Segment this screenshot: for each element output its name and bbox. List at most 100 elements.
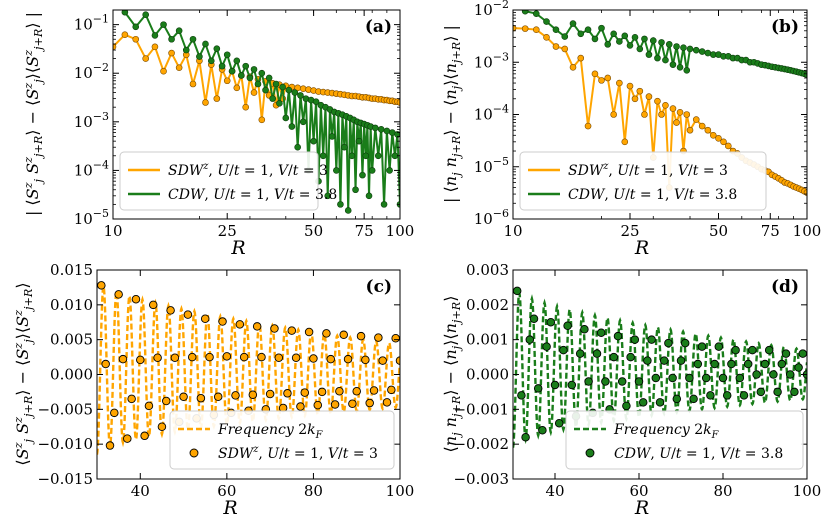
- y-axis-label: | ⟨Szj Szj+R⟩ − ⟨Szj⟩⟨Szj+R⟩ |: [22, 12, 45, 216]
- data-point: [313, 400, 323, 410]
- data-point: [213, 392, 223, 402]
- panel-d: −0.003 −0.002 −0.001 0.000 0.001 0.002 0.003 40…: [441, 261, 821, 519]
- data-point: [577, 54, 585, 62]
- y-tick-label: −0.002: [453, 435, 509, 453]
- data-point: [151, 32, 159, 39]
- data-point: [374, 152, 382, 160]
- data-point: [659, 356, 669, 365]
- data-point: [683, 67, 691, 74]
- x-tick-label: 100: [793, 222, 822, 240]
- data-point: [361, 355, 370, 365]
- data-point: [538, 425, 547, 435]
- data-point: [348, 399, 357, 409]
- data-point: [272, 80, 280, 88]
- data-point: [127, 394, 136, 404]
- data-point: [714, 342, 724, 351]
- y-tick-label: 10−1: [74, 13, 109, 34]
- x-tick-label: 25: [620, 222, 639, 240]
- data-point: [569, 64, 577, 71]
- x-tick-label: 50: [709, 222, 728, 240]
- data-point: [554, 419, 564, 428]
- data-point: [189, 35, 197, 43]
- data-point: [616, 38, 623, 45]
- data-point: [626, 42, 634, 49]
- data-point: [391, 334, 400, 343]
- data-point: [533, 384, 543, 393]
- data-point: [189, 80, 197, 88]
- data-point: [680, 44, 687, 51]
- data-point: [166, 306, 175, 315]
- data-point: [601, 377, 610, 386]
- data-point: [348, 152, 356, 160]
- data-point: [223, 51, 231, 59]
- data-point: [698, 48, 706, 55]
- data-point: [680, 338, 690, 348]
- panel-label: (b): [771, 17, 799, 37]
- plot-area-d: [513, 286, 807, 448]
- y-tick-label: 0.000: [50, 366, 93, 384]
- data-point: [312, 98, 320, 105]
- data-point: [175, 64, 183, 71]
- data-point: [136, 355, 145, 365]
- y-tick-label: 0.001: [466, 331, 509, 349]
- data-point: [672, 394, 682, 404]
- data-point: [160, 21, 167, 28]
- data-point: [704, 126, 712, 134]
- series-a-1: [121, 10, 400, 214]
- data-point: [182, 46, 190, 54]
- data-point: [715, 135, 722, 142]
- data-point: [132, 23, 140, 31]
- data-point: [250, 66, 258, 73]
- legend-entry: CDW, U/t = 1, V/t = 3.8: [614, 446, 783, 462]
- x-tick-label: 10: [103, 222, 122, 240]
- data-point: [752, 370, 761, 379]
- data-point: [222, 352, 232, 361]
- data-point: [676, 356, 686, 365]
- data-point: [339, 330, 348, 340]
- plot-area-a: [113, 10, 400, 214]
- data-point: [591, 35, 599, 43]
- data-point: [709, 131, 717, 139]
- data-point: [396, 99, 400, 106]
- data-point: [170, 353, 180, 363]
- data-point: [233, 84, 241, 92]
- data-point: [701, 373, 711, 383]
- data-point: [168, 35, 175, 43]
- data-point: [151, 43, 159, 51]
- data-point: [662, 102, 669, 109]
- panel-label: (d): [771, 277, 799, 297]
- data-point: [105, 441, 115, 450]
- data-point: [157, 422, 167, 432]
- data-point: [213, 95, 221, 102]
- legend: SDWz, U/t = 1, V/t = 3 CDW, U/t = 1, V/t …: [119, 151, 337, 211]
- data-point: [276, 100, 283, 107]
- data-point: [333, 167, 340, 174]
- data-point: [242, 62, 250, 70]
- x-tick-label: 60: [629, 482, 648, 500]
- x-tick-label: 100: [386, 482, 415, 500]
- data-point: [598, 24, 605, 32]
- data-point: [175, 27, 183, 35]
- data-point: [676, 64, 684, 71]
- data-point: [294, 143, 301, 151]
- y-tick-label: 10−5: [74, 207, 109, 228]
- data-point: [368, 167, 376, 174]
- legend-box: [169, 410, 395, 470]
- legend-entry: Frequency 2kF​: [217, 422, 324, 441]
- x-tick-label: 75: [355, 222, 374, 240]
- data-point: [344, 207, 352, 214]
- panel-c: −0.015 −0.010 −0.005 0.000 0.005 0.010 0.015 40…: [12, 261, 414, 519]
- data-point: [584, 122, 592, 130]
- data-point: [218, 317, 227, 326]
- series-d-0: [513, 288, 807, 448]
- data-point: [697, 342, 707, 351]
- y-axis-label: ⟨nj nj+R⟩ − ⟨nj⟩⟨nj+R⟩: [441, 296, 463, 453]
- x-axis-label: R: [230, 237, 245, 259]
- data-point: [532, 10, 540, 17]
- data-point: [149, 300, 158, 310]
- y-tick-label: 10−5: [474, 155, 509, 176]
- y-tick-label: 0.000: [466, 366, 509, 384]
- data-point: [683, 111, 691, 118]
- data-point: [386, 167, 393, 174]
- data-point: [330, 400, 340, 409]
